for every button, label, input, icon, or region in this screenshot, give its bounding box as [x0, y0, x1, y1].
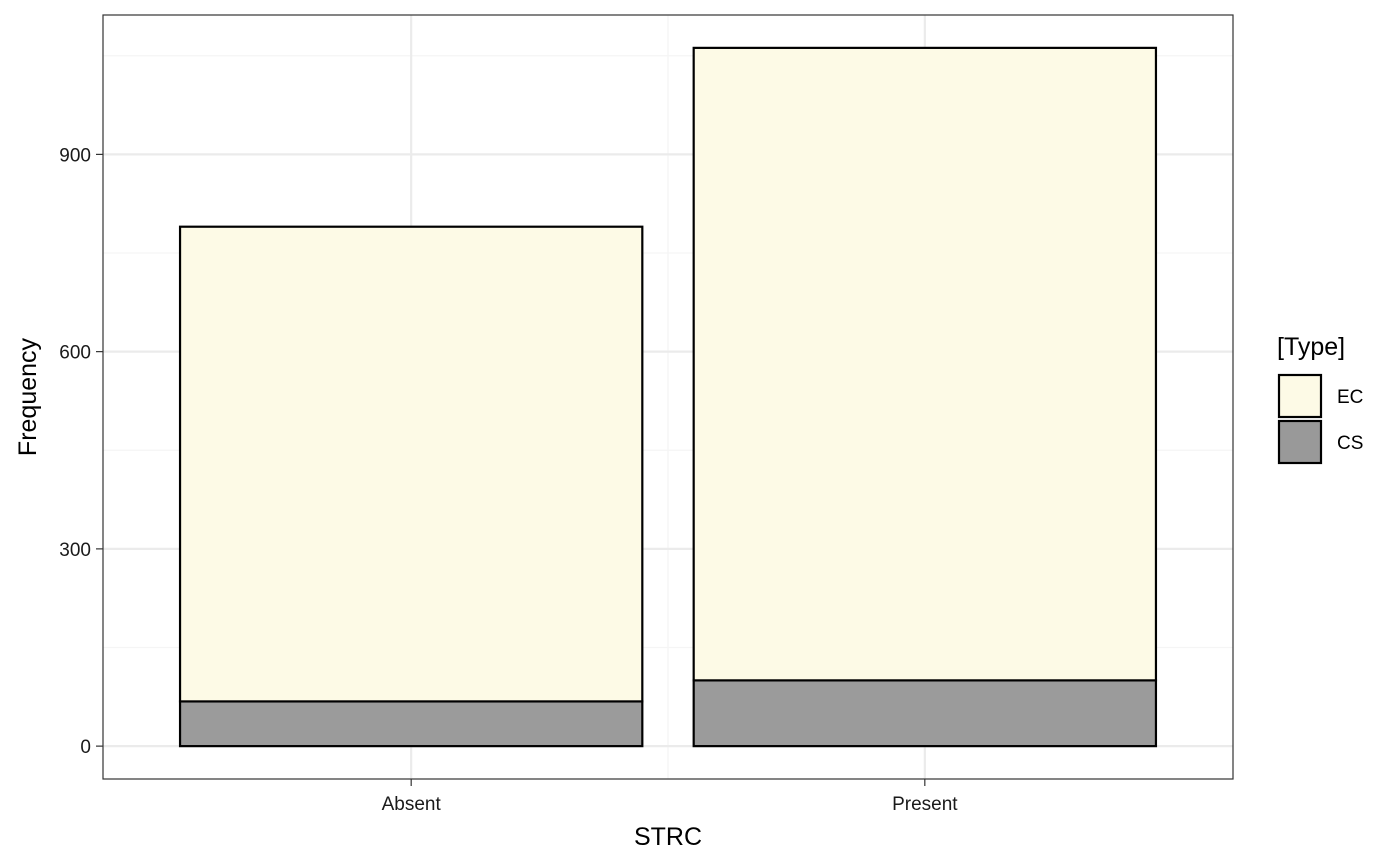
bar-cs-absent	[178, 700, 644, 748]
x-axis-title: STRC	[634, 823, 702, 851]
y-tick-label: 300	[59, 540, 91, 561]
legend-label-cs: CS	[1337, 433, 1363, 454]
legend-key-cs	[1277, 419, 1323, 465]
legend-label-ec: EC	[1337, 387, 1363, 408]
x-tick-label: Present	[892, 794, 958, 815]
bar-ec-present	[692, 46, 1158, 682]
y-axis: 0 300 600 900	[59, 145, 103, 758]
legend-key-ec	[1277, 373, 1323, 419]
bar-ec-absent	[178, 225, 644, 703]
y-tick-label: 600	[59, 343, 91, 364]
bars	[178, 46, 1158, 748]
y-tick-label: 900	[59, 145, 91, 166]
y-axis-title: Frequency	[14, 337, 42, 456]
legend-title: [Type]	[1277, 333, 1345, 361]
bar-cs-present	[692, 679, 1158, 748]
y-tick-label: 0	[80, 737, 91, 758]
x-axis: Absent Present	[382, 779, 958, 815]
panel-border	[102, 14, 1234, 780]
legend: [Type] EC CS	[1277, 333, 1363, 465]
x-tick-label: Absent	[382, 794, 442, 815]
